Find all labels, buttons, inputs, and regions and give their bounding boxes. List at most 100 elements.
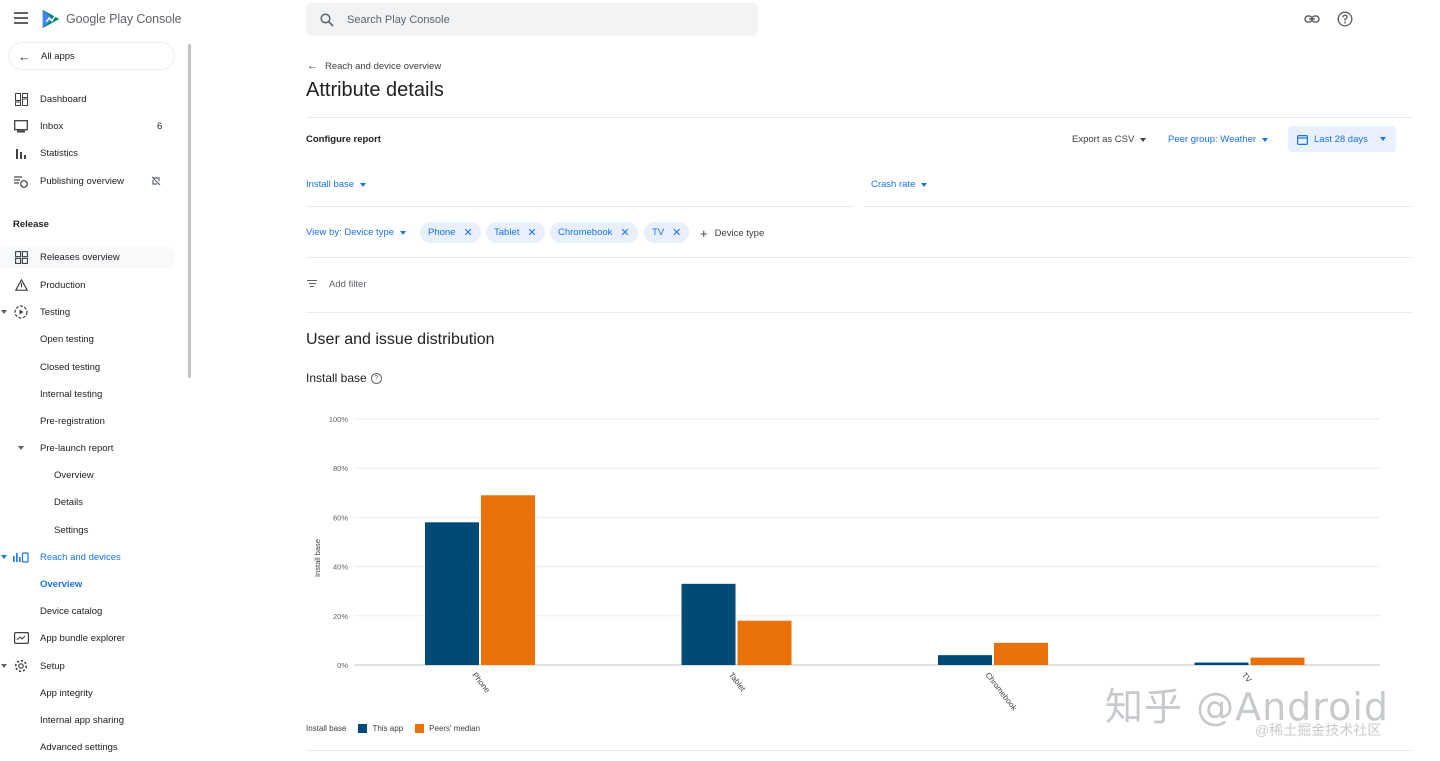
help-icon[interactable] xyxy=(1337,11,1353,27)
bar-tv-peers xyxy=(1250,657,1305,665)
sidebar-item-open-testing[interactable]: Open testing xyxy=(0,328,175,350)
logo-text: Google Play Console xyxy=(66,12,182,26)
page-title: Attribute details xyxy=(306,79,444,101)
install-base-chart: 0% 20% 40% 60% 80% 100% Install base Phone Table… xyxy=(313,415,1380,713)
sidebar-label: Advanced settings xyxy=(40,741,118,753)
sidebar-item-production[interactable]: Production xyxy=(0,274,175,296)
view-by-dropdown[interactable]: View by: Device type xyxy=(306,227,407,238)
add-filter-button[interactable]: Add filter xyxy=(307,279,367,290)
sidebar-scrollbar[interactable] xyxy=(188,44,191,378)
expand-caret-icon[interactable] xyxy=(1,555,7,559)
sidebar-item-pre-registration[interactable]: Pre-registration xyxy=(0,410,175,432)
add-device-type-button[interactable]: + Device type xyxy=(700,226,764,241)
play-console-logo[interactable]: Google Play Console xyxy=(40,8,182,30)
legend-swatch-this-app xyxy=(358,724,368,733)
sidebar-item-pre-launch-report[interactable]: Pre-launch report xyxy=(0,437,175,459)
export-csv-button[interactable]: Export as CSV xyxy=(1072,134,1147,145)
x-tick-label: Chromebook xyxy=(983,671,1019,713)
sidebar-item-closed-testing[interactable]: Closed testing xyxy=(0,356,175,378)
date-range-label: Last 28 days xyxy=(1314,133,1368,145)
watermark: 知乎 @Android @稀土掘金技术社区 xyxy=(1105,676,1389,738)
bar-tablet-this-app xyxy=(681,583,736,665)
section-label-release: Release xyxy=(13,219,49,230)
sidebar-item-app-integrity[interactable]: App integrity xyxy=(0,682,175,704)
chart-legend: Install base This app Peers' median xyxy=(306,724,480,733)
sidebar-item-testing[interactable]: Testing xyxy=(0,301,175,323)
sidebar-item-internal-app-sharing[interactable]: Internal app sharing xyxy=(0,709,175,731)
bar-phone-this-app xyxy=(425,522,479,665)
filter-chip-chromebook[interactable]: Chromebook ✕ xyxy=(550,222,638,243)
sidebar-item-prelaunch-overview[interactable]: Overview xyxy=(0,464,175,486)
configure-report-label: Configure report xyxy=(306,134,381,145)
sidebar-item-reach-overview[interactable]: Overview xyxy=(0,573,175,595)
sidebar-item-advanced-settings[interactable]: Advanced settings xyxy=(0,736,175,758)
metric-right-dropdown[interactable]: Crash rate xyxy=(871,179,928,190)
sidebar-item-releases-overview[interactable]: Releases overview xyxy=(0,246,175,268)
filter-icon xyxy=(307,279,317,290)
metric-left-label: Install base xyxy=(306,179,355,190)
date-range-button[interactable]: Last 28 days xyxy=(1288,126,1396,152)
expand-caret-icon[interactable] xyxy=(1,664,7,668)
breadcrumb[interactable]: ← Reach and device overview xyxy=(307,60,441,72)
filter-chip-phone[interactable]: Phone ✕ xyxy=(420,222,481,243)
reach-devices-icon xyxy=(13,549,29,565)
menu-icon[interactable] xyxy=(14,12,28,24)
sidebar-item-device-catalog[interactable]: Device catalog xyxy=(0,600,175,622)
chart-title: Install base ? xyxy=(306,371,382,385)
filter-chip-tv[interactable]: TV ✕ xyxy=(644,222,690,243)
sidebar-item-statistics[interactable]: Statistics xyxy=(0,142,175,164)
managed-publishing-off-icon[interactable] xyxy=(150,175,162,187)
dropdown-caret-icon xyxy=(360,182,367,187)
sidebar: Google Play Console ← All apps Dashboard… xyxy=(0,0,192,761)
sidebar-item-dashboard[interactable]: Dashboard xyxy=(0,88,175,110)
sidebar-item-setup[interactable]: Setup xyxy=(0,655,175,677)
divider xyxy=(306,206,854,207)
view-by-label: View by: Device type xyxy=(306,227,395,238)
dropdown-caret-icon xyxy=(1140,137,1147,142)
link-icon[interactable] xyxy=(1304,11,1320,27)
help-icon[interactable]: ? xyxy=(370,372,382,384)
close-icon[interactable]: ✕ xyxy=(672,227,682,239)
y-tick-label: 40% xyxy=(333,563,348,572)
search-bar[interactable]: Search Play Console xyxy=(306,3,758,36)
back-arrow-icon: ← xyxy=(18,48,31,64)
sidebar-item-prelaunch-settings[interactable]: Settings xyxy=(0,519,175,541)
sidebar-label: Dashboard xyxy=(40,93,87,105)
expand-caret-icon[interactable] xyxy=(1,310,7,314)
production-warning-icon xyxy=(13,277,29,293)
sidebar-label: Inbox xyxy=(40,120,64,132)
play-logo-icon xyxy=(42,9,60,29)
close-icon[interactable]: ✕ xyxy=(463,227,473,239)
x-tick-label: Phone xyxy=(470,671,492,695)
watermark-sub: @稀土掘金技术社区 xyxy=(1255,722,1382,738)
sidebar-item-prelaunch-details[interactable]: Details xyxy=(0,491,175,513)
close-icon[interactable]: ✕ xyxy=(527,227,537,239)
calendar-icon xyxy=(1297,134,1308,145)
peer-group-dropdown[interactable]: Peer group: Weather xyxy=(1168,134,1269,145)
sidebar-item-publishing-overview[interactable]: Publishing overview xyxy=(0,170,175,192)
sidebar-label: App bundle explorer xyxy=(40,632,126,644)
all-apps-button[interactable]: ← All apps xyxy=(8,42,175,70)
y-tick-label: 0% xyxy=(337,661,348,670)
y-tick-label: 80% xyxy=(333,464,348,473)
sidebar-label: Internal testing xyxy=(40,388,103,400)
sidebar-label: Reach and devices xyxy=(40,551,121,563)
sidebar-item-app-bundle-explorer[interactable]: App bundle explorer xyxy=(0,627,175,649)
export-csv-label: Export as CSV xyxy=(1072,134,1135,145)
metric-left-dropdown[interactable]: Install base xyxy=(306,179,367,190)
legend-title: Install base xyxy=(306,724,347,733)
chip-label: Tablet xyxy=(494,227,520,238)
sidebar-label: Pre-registration xyxy=(40,415,105,427)
close-icon[interactable]: ✕ xyxy=(620,227,630,239)
bar-tv-this-app xyxy=(1194,662,1249,665)
search-input[interactable]: Search Play Console xyxy=(347,13,450,26)
chip-label: Phone xyxy=(428,227,456,238)
expand-caret-icon[interactable] xyxy=(18,446,24,450)
filter-chip-tablet[interactable]: Tablet ✕ xyxy=(486,222,545,243)
sidebar-label: Publishing overview xyxy=(40,175,124,187)
sidebar-item-internal-testing[interactable]: Internal testing xyxy=(0,383,175,405)
sidebar-label: Releases overview xyxy=(40,251,120,263)
sidebar-item-inbox[interactable]: Inbox 6 xyxy=(0,115,175,137)
sidebar-item-reach-and-devices[interactable]: Reach and devices xyxy=(0,546,175,568)
sidebar-label: Closed testing xyxy=(40,361,101,373)
